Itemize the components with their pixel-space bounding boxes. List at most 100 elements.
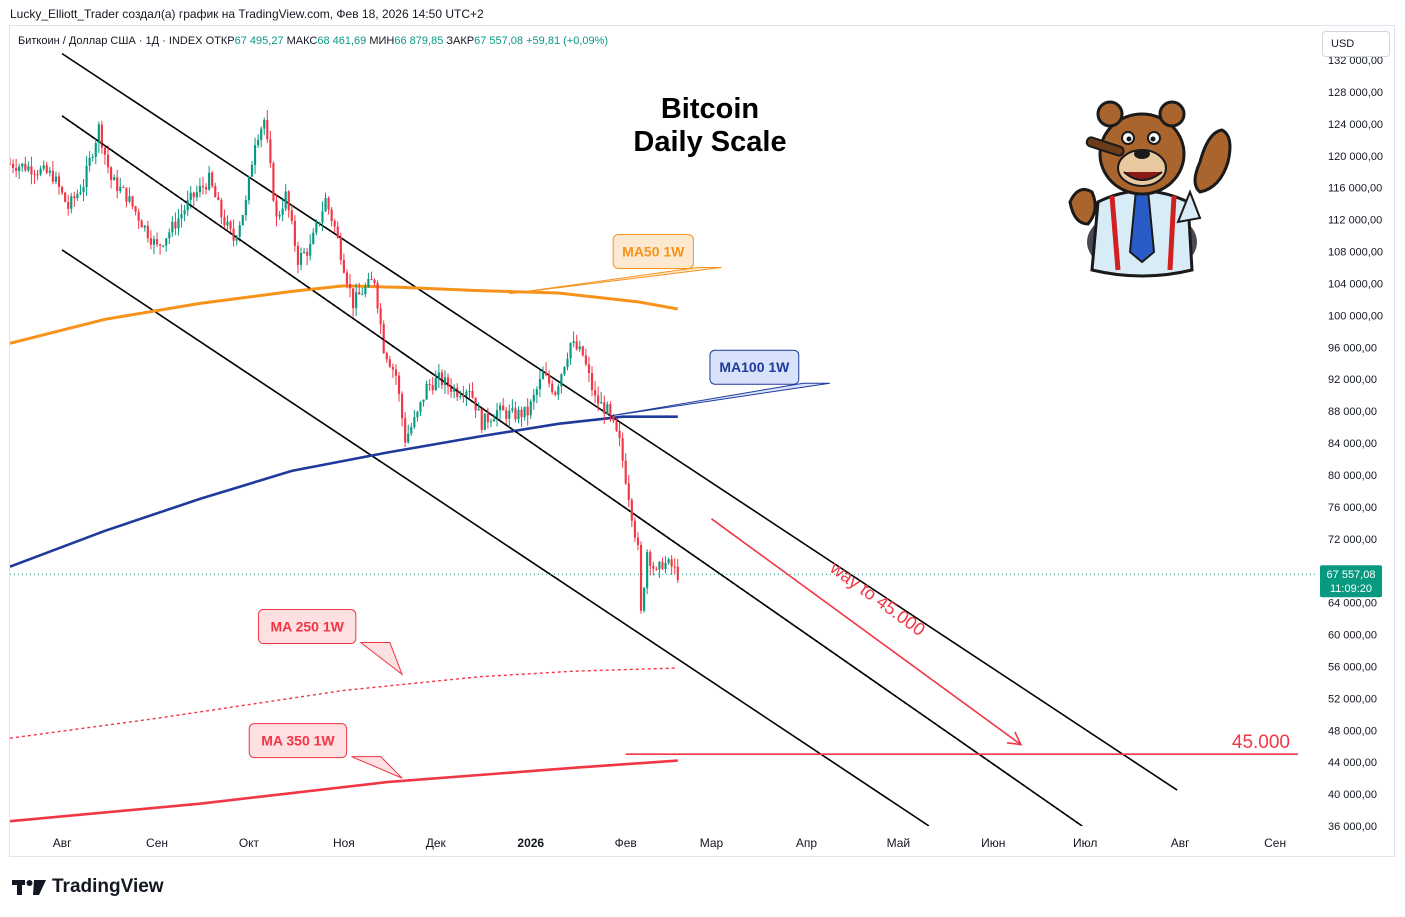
candle-body [217, 197, 220, 201]
symbol-name: Биткоин / Доллар США · 1Д · INDEX [18, 35, 203, 47]
candle-body [551, 383, 554, 393]
candle-body [575, 341, 578, 350]
candle-body [355, 292, 358, 309]
candle-body [18, 166, 21, 171]
candle-body [499, 405, 502, 411]
y-tick-label: 128 000,00 [1328, 87, 1383, 99]
candle-body [235, 236, 238, 241]
x-tick-label: Фев [615, 836, 637, 850]
candle-body [174, 221, 177, 229]
candle-body [263, 119, 266, 129]
candle-body [425, 383, 428, 400]
candle-body [269, 139, 272, 164]
channel-line [61, 115, 1083, 826]
candle-body [39, 168, 42, 175]
candle-body [183, 210, 186, 215]
low-label: МИН [369, 35, 395, 47]
candle-body [250, 165, 254, 177]
candle-body [336, 226, 339, 238]
candle-body [560, 374, 563, 387]
callout-ma-250-1w-box [257, 609, 357, 645]
candle-body [624, 460, 627, 484]
candle-body [376, 283, 379, 309]
candle-body [379, 308, 382, 325]
tradingview-logo-icon [12, 880, 46, 895]
y-tick-label: 56 000,00 [1328, 661, 1377, 673]
bear-trader-icon [1050, 92, 1250, 287]
candle-body [327, 197, 330, 210]
x-tick-label: Июн [981, 836, 1005, 850]
candle-body [477, 408, 480, 411]
candle-body [670, 559, 673, 567]
candle-body [42, 165, 45, 169]
candle-body [370, 278, 373, 280]
candle-body [134, 206, 137, 212]
candle-body [603, 402, 606, 414]
candle-body [293, 220, 296, 246]
candle-body [664, 562, 667, 569]
candle-body [569, 343, 572, 359]
candle-body [51, 170, 54, 182]
candle-body [97, 124, 100, 144]
candle-body [511, 408, 514, 411]
candle-body [125, 187, 128, 202]
candle-body [358, 292, 361, 295]
channel-midline [61, 115, 1083, 826]
callout-ma-350-1w-box [248, 723, 348, 759]
candle-body [100, 124, 103, 148]
candle-body [437, 372, 440, 379]
candle-body [361, 294, 364, 296]
candle-body [594, 390, 597, 396]
candle-body [440, 372, 443, 386]
y-tick-label: 116 000,00 [1328, 183, 1382, 195]
candle-body [253, 145, 257, 166]
candle-body [367, 278, 370, 287]
candle-body [434, 378, 437, 391]
candle-body [597, 395, 600, 404]
candle-body [600, 402, 603, 404]
candle-body [382, 324, 385, 354]
candle-body [247, 176, 251, 201]
candle-body [165, 238, 168, 246]
high-value: 68 461,69 [317, 35, 367, 47]
y-tick-label: 96 000,00 [1328, 342, 1377, 354]
series-ma50-1w-line [10, 284, 679, 345]
candle-body [94, 143, 97, 157]
callout-ma100-1w-box [709, 349, 800, 385]
candle-body [443, 377, 447, 386]
candle-body [416, 411, 419, 418]
x-tick-label: Апр [796, 836, 818, 850]
candle-body [290, 210, 293, 221]
chart-attribution: Lucky_Elliott_Trader создал(а) график на… [10, 7, 484, 21]
candle-body [529, 401, 532, 416]
candle-body [106, 154, 110, 168]
candle-body [204, 187, 208, 190]
series-ma100-1w-line [10, 415, 678, 568]
low-value: 66 879,85 [394, 35, 444, 47]
candle-body [152, 239, 156, 245]
candle-body [462, 396, 465, 398]
candle-body [578, 346, 581, 350]
x-tick-label: Июл [1073, 836, 1097, 850]
y-tick-label: 52 000,00 [1328, 693, 1377, 705]
tradingview-brand[interactable]: TradingView [12, 876, 164, 898]
candle-body [566, 358, 569, 368]
candle-body [609, 404, 612, 415]
currency-button[interactable]: USD [1322, 31, 1390, 57]
candle-body [422, 399, 425, 403]
callout-ma-250-1w-label: MA 250 1W [270, 619, 344, 635]
candle-body [33, 174, 36, 176]
candle-body [523, 406, 526, 418]
candle-body [275, 200, 278, 217]
candle-body [486, 413, 489, 423]
candle-body [88, 157, 91, 166]
close-value: 67 557,08 [474, 35, 524, 47]
candle-body [419, 402, 422, 412]
candle-body [388, 359, 391, 367]
y-tick-label: 100 000,00 [1328, 310, 1383, 322]
candle-body [61, 186, 64, 193]
candle-body [514, 408, 517, 420]
candle-body [315, 222, 318, 233]
candle-body [67, 201, 70, 209]
